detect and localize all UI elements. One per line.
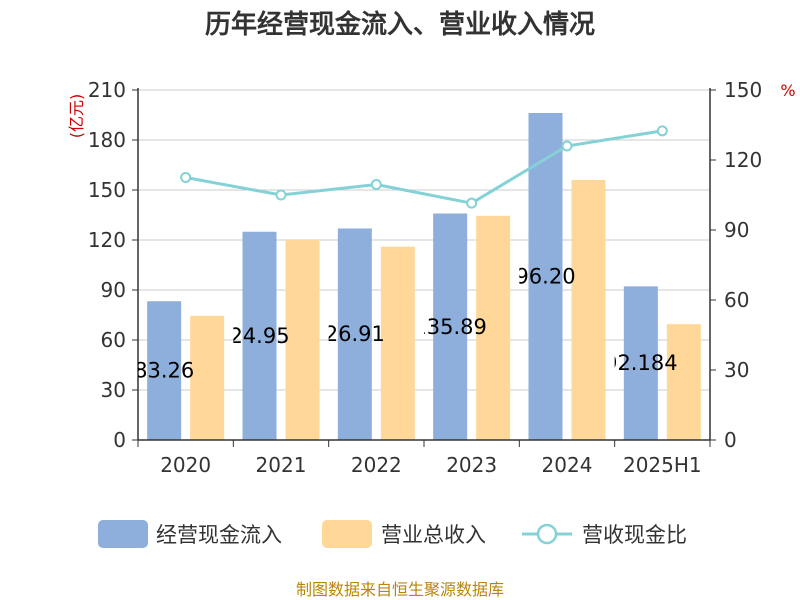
bar-revenue-0 <box>190 315 225 440</box>
bar-revenue-1 <box>285 240 320 440</box>
left-tick-label-1: 30 <box>101 378 126 402</box>
left-tick-label-4: 120 <box>88 228 126 252</box>
legend-swatch-marker-2 <box>536 523 558 545</box>
bar-revenue-5 <box>666 324 701 440</box>
x-tick-label-1: 2021 <box>256 453 307 477</box>
left-tick-label-3: 90 <box>101 278 126 302</box>
legend-swatch-0 <box>98 520 148 548</box>
x-tick-label-4: 2024 <box>542 453 593 477</box>
bar-cash-inflow-3 <box>433 213 468 440</box>
line-point-5 <box>656 125 668 137</box>
bar-cash-inflow-0 <box>147 301 182 440</box>
legend: 经营现金流入 营业总收入 营收现金比 <box>98 520 687 548</box>
right-axis-unit: % <box>780 81 795 100</box>
data-labels: 83.26 24.95 26.91 135.89 96.20 92.184 <box>134 265 678 383</box>
grid-lines <box>138 89 710 391</box>
line-point-2 <box>370 179 382 190</box>
bar-revenue-3 <box>476 215 511 440</box>
line-point-1 <box>275 189 287 201</box>
left-tick-label-6: 180 <box>88 128 126 152</box>
right-tick-label-4: 120 <box>724 148 762 172</box>
data-label-3: 135.89 <box>413 315 486 339</box>
line-point-3 <box>466 197 478 209</box>
chart-title: 历年经营现金流入、营业收入情况 <box>205 9 595 40</box>
legend-label-0: 经营现金流入 <box>156 523 282 547</box>
line-cash-ratio <box>185 129 663 205</box>
legend-swatch-1 <box>322 520 372 548</box>
data-label-4: 96.20 <box>515 265 575 289</box>
data-label-1: 24.95 <box>229 324 289 348</box>
left-tick-label-7: 210 <box>88 78 126 102</box>
left-tick-label-2: 60 <box>101 328 126 352</box>
data-label-5: 92.184 <box>604 351 677 375</box>
bar-cash-inflow-1 <box>242 231 277 440</box>
source-note: 制图数据来自恒生聚源数据库 <box>296 580 504 599</box>
left-tick-label-5: 150 <box>88 178 126 202</box>
right-tick-label-5: 150 <box>724 78 762 102</box>
right-tick-label-2: 60 <box>724 288 749 312</box>
x-tick-label-0: 2020 <box>160 453 211 477</box>
axes: 0 30 60 90 120 150 180 210 0 30 60 90 120 150 2020 2021… <box>88 78 762 477</box>
x-tick-label-3: 2023 <box>446 453 497 477</box>
bar-cash-inflow-5 <box>623 286 658 440</box>
legend-label-1: 营业总收入 <box>381 523 486 547</box>
data-label-2: 26.91 <box>325 322 385 346</box>
bar-revenue-2 <box>380 246 415 440</box>
right-tick-label-3: 90 <box>724 218 749 242</box>
data-label-0: 83.26 <box>134 359 194 383</box>
right-tick-label-0: 0 <box>724 428 737 452</box>
bar-cash-inflow-4 <box>528 113 563 440</box>
right-tick-label-1: 30 <box>724 358 749 382</box>
bar-revenue-4 <box>571 180 606 440</box>
left-tick-label-0: 0 <box>113 428 126 452</box>
left-axis-unit: (亿元) <box>67 94 86 139</box>
x-tick-label-2: 2022 <box>351 453 402 477</box>
bar-cash-inflow-2 <box>337 228 372 440</box>
legend-label-2: 营收现金比 <box>582 523 687 547</box>
line-point-4 <box>561 140 573 152</box>
x-tick-label-5: 2025H1 <box>623 453 702 477</box>
line-point-0 <box>180 172 192 183</box>
